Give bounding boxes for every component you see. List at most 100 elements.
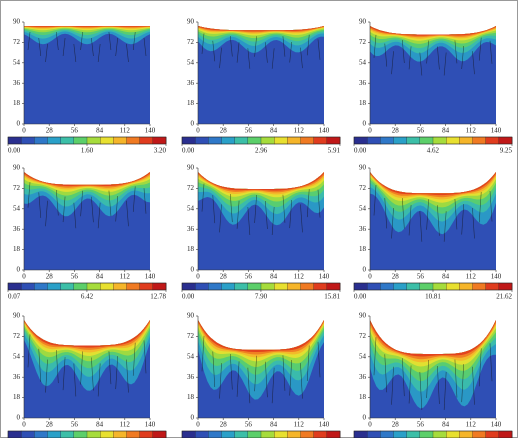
vector [108, 31, 112, 51]
colorbar-segment [406, 430, 421, 438]
y-tick-label: 90 [13, 18, 21, 26]
colorbar-segment [498, 282, 513, 291]
colorbar-segment [380, 430, 394, 438]
x-tick-label: 56 [71, 273, 79, 281]
vector [126, 359, 129, 393]
x-tick-label: 112 [120, 421, 131, 429]
vector [384, 43, 388, 67]
vector [254, 194, 257, 224]
colorbar-label: 9.25 [500, 147, 513, 155]
colorbar-segment [60, 282, 75, 291]
colorbar-segment [406, 136, 421, 145]
vector [27, 182, 31, 208]
y-tick-label: 90 [187, 18, 195, 26]
vector [254, 36, 257, 57]
x-tick-label: 28 [392, 273, 400, 281]
panel: 0 18 36 54 72 90 0 28 56 84 112 140 0.00 2.96 5.91 [181, 18, 341, 155]
y-tick-label: 18 [187, 245, 195, 253]
vector [461, 45, 464, 70]
colorbar-segment [393, 136, 408, 145]
y-tick-label: 90 [13, 164, 21, 172]
x-tick-label: 0 [196, 273, 200, 281]
colorbar-segment [221, 430, 236, 438]
colorbar-segment [313, 282, 328, 291]
colorbar-segment [7, 282, 22, 291]
colorbar-segment [367, 136, 381, 145]
vector [62, 196, 66, 223]
vector [132, 186, 136, 212]
colorbar-segment [126, 282, 141, 291]
vector [143, 37, 147, 57]
y-tick-label: 90 [187, 164, 195, 172]
x-tick-label: 56 [245, 273, 253, 281]
y-tick-label: 72 [359, 332, 367, 340]
colorbar-segment [260, 282, 275, 291]
colorbar-segment [353, 430, 368, 438]
x-tick-label: 28 [46, 421, 54, 429]
y-tick-label: 36 [187, 373, 195, 381]
colorbar-segment [221, 282, 236, 291]
y-tick-label: 90 [359, 18, 367, 26]
x-tick-label: 56 [71, 421, 79, 429]
colorbar-label: 3.20 [154, 147, 167, 155]
vector [402, 198, 405, 229]
vector [289, 41, 292, 63]
y-tick-label: 36 [13, 373, 21, 381]
colorbar-frame [181, 430, 341, 438]
vector [73, 43, 77, 63]
colorbar-segment [353, 282, 368, 291]
colorbar-segment [287, 282, 301, 291]
y-tick-label: 54 [359, 352, 367, 360]
vector [219, 363, 222, 399]
vector [317, 39, 321, 60]
colorbar-segment [406, 282, 421, 291]
colorbar-segment [300, 430, 315, 438]
y-tick-label: 18 [13, 99, 21, 107]
colorbar-segment [472, 430, 487, 438]
field-band [24, 320, 150, 369]
colorbar-segment [113, 136, 127, 145]
colorbar-segment [367, 282, 381, 291]
vector [38, 348, 42, 382]
colorbar-segment [459, 430, 473, 438]
y-tick-label: 0 [17, 120, 21, 128]
colorbar-segment [152, 282, 167, 291]
colorbar-label: 15.81 [324, 293, 340, 301]
y-tick-label: 72 [187, 332, 195, 340]
x-tick-label: 84 [270, 127, 278, 135]
colorbar-segment [472, 282, 487, 291]
vector [80, 31, 83, 51]
colorbar-segment [313, 136, 328, 145]
colorbar-segment [446, 282, 460, 291]
colorbar-segment [393, 430, 408, 438]
x-tick-label: 84 [96, 273, 104, 281]
x-tick-label: 112 [120, 127, 131, 135]
colorbar-segment [21, 282, 35, 291]
x-tick-label: 56 [417, 127, 425, 135]
x-tick-label: 28 [46, 127, 54, 135]
colorbar-segment [60, 430, 75, 438]
x-tick-label: 140 [145, 421, 156, 429]
vector [97, 202, 101, 229]
x-tick-label: 140 [491, 273, 502, 281]
vector [80, 190, 83, 217]
x-tick-label: 112 [120, 273, 131, 281]
x-tick-label: 56 [245, 127, 253, 135]
y-tick-label: 36 [359, 373, 367, 381]
colorbar-segment [287, 136, 301, 145]
y-tick-label: 72 [187, 38, 195, 46]
panel: 0 18 36 54 72 90 0 28 56 84 112 140 0.00 1.60 3.20 [7, 18, 167, 155]
colorbar-segment [300, 136, 315, 145]
y-tick-label: 54 [359, 204, 367, 212]
y-tick-label: 90 [187, 312, 195, 320]
colorbar-segment [195, 430, 209, 438]
x-tick-label: 0 [196, 127, 200, 135]
field-band [24, 26, 150, 27]
x-tick-label: 112 [466, 421, 477, 429]
colorbar-label: 21.62 [496, 293, 512, 301]
colorbar-segment [152, 430, 167, 438]
y-tick-label: 0 [191, 414, 195, 422]
vector [143, 340, 147, 374]
vector [219, 204, 222, 233]
